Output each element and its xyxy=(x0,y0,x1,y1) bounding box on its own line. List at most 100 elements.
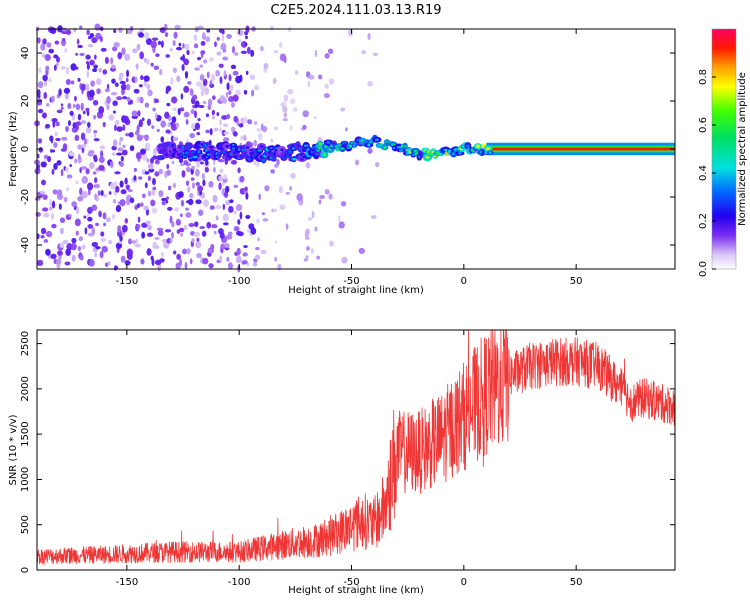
spectrogram-cell xyxy=(43,212,50,218)
spectrogram-cell xyxy=(94,23,101,31)
spectrogram-cell xyxy=(144,134,149,141)
spectrogram-cell xyxy=(264,185,270,192)
spectrogram-cell xyxy=(243,134,247,141)
spectrogram-cell xyxy=(77,77,81,82)
spectrogram-cell xyxy=(131,240,137,244)
spectrogram-track-point xyxy=(232,143,235,147)
spectrogram-track-point xyxy=(374,138,380,142)
spectrogram-cell xyxy=(358,247,366,254)
spectrogram-track-point xyxy=(245,146,250,149)
spectrogram-track-point xyxy=(457,152,462,155)
spectrogram-cell xyxy=(158,40,162,46)
spectrogram-cell xyxy=(116,152,123,156)
spectrogram-cell xyxy=(140,148,146,155)
spectrogram-cell xyxy=(37,37,41,44)
spectrogram-cell xyxy=(144,142,151,151)
spectrogram-cell xyxy=(194,100,200,108)
spectrogram-cell xyxy=(56,109,63,114)
spectrogram-cell xyxy=(212,95,216,100)
spectrogram-cell xyxy=(49,149,53,153)
spectrogram-cell xyxy=(324,189,330,195)
spectrogram-cell xyxy=(36,259,44,267)
spectrogram-cell xyxy=(225,234,233,240)
spectrogram-cell xyxy=(231,45,236,54)
spectrogram-cell xyxy=(60,168,64,177)
spectrogram-cell xyxy=(75,66,79,70)
spectrogram-cell xyxy=(196,132,201,136)
spectrogram-cell xyxy=(306,246,310,251)
spectrogram-cell xyxy=(106,83,110,90)
spectrogram-cell xyxy=(106,95,111,104)
spectrogram-cell xyxy=(159,69,163,76)
spectrogram-cell xyxy=(150,255,154,261)
spectrogram-cell xyxy=(42,207,49,212)
spectrogram-cell xyxy=(70,243,77,251)
spectrogram-cell xyxy=(72,104,76,108)
spectrogram-cell xyxy=(211,115,215,120)
snr-y-ticks: 0 500 1000 1500 2000 2500 xyxy=(20,331,675,573)
spectrogram-cell xyxy=(239,175,245,183)
spectrogram-cell xyxy=(45,248,51,256)
spectrogram-cell xyxy=(215,215,219,221)
spectrogram-cell xyxy=(230,84,234,92)
spectrogram-cell xyxy=(43,239,49,243)
spectrogram-cell xyxy=(119,136,124,142)
spectrogram-cell xyxy=(100,47,107,52)
spectrogram-cell xyxy=(165,129,171,134)
spectrogram-cell xyxy=(282,118,289,122)
snr-xtick-label: 0 xyxy=(461,577,467,588)
spectrogram-cell xyxy=(123,115,130,124)
spectrogram-x-ticks: -150 -100 -50 0 50 xyxy=(116,29,583,287)
spectrogram-cell xyxy=(223,191,229,198)
spectrogram-cell xyxy=(146,118,152,126)
spectrogram-cell xyxy=(278,185,283,194)
spectrogram-cell xyxy=(100,231,105,237)
spectrogram-cell xyxy=(40,234,45,239)
spectrogram-cell xyxy=(290,172,296,179)
spectrogram-cell xyxy=(262,218,269,222)
spectrogram-cell xyxy=(169,238,173,243)
spectrogram-cell xyxy=(224,247,230,251)
spectrogram-cell xyxy=(194,67,200,71)
spectrogram-cell xyxy=(77,144,82,150)
spectrogram-cell xyxy=(194,122,201,130)
spectrogram-cell xyxy=(152,147,158,156)
spectrogram-cell xyxy=(93,64,98,69)
spectrogram-track-point xyxy=(188,157,194,160)
spectrogram-cell xyxy=(197,185,204,192)
spectrogram-cell xyxy=(178,42,182,47)
spectrogram-cell xyxy=(164,111,170,119)
spectrogram-cell xyxy=(98,67,102,73)
spectrogram-cell xyxy=(112,110,116,114)
spectrogram-cell xyxy=(254,85,260,91)
spectrogram-cell xyxy=(172,40,176,47)
spectrogram-cell xyxy=(112,46,118,52)
spectrogram-track-point xyxy=(296,143,300,147)
spectrogram-cell xyxy=(92,68,98,73)
spectrogram-cell xyxy=(361,50,367,55)
spectrogram-cell xyxy=(120,83,127,91)
spectrogram-cell xyxy=(144,182,148,189)
spectrogram-cell xyxy=(124,260,131,266)
spectrogram-cell xyxy=(110,91,118,96)
spectrogram-cell xyxy=(220,243,226,250)
spectrogram-cell xyxy=(166,169,171,176)
spectrogram-cell xyxy=(88,259,95,267)
spectrogram-cell xyxy=(203,59,208,64)
spectrogram-cell xyxy=(65,166,69,173)
spectrogram-cell xyxy=(161,251,164,258)
spectrogram-cell xyxy=(79,52,85,56)
spectrogram-cell xyxy=(58,203,62,210)
spectrogram-cell xyxy=(89,59,95,66)
spectrogram-cell xyxy=(328,78,335,85)
spectrogram-cell xyxy=(185,207,190,211)
spectrogram-cell xyxy=(189,258,193,265)
spectrogram-cell xyxy=(158,168,164,175)
spectrogram-cell xyxy=(133,175,137,181)
spectrogram-track-point xyxy=(203,143,207,148)
spectrogram-cell xyxy=(70,63,77,71)
spectrogram-cell xyxy=(185,180,190,186)
spectrogram-cell xyxy=(283,55,287,64)
spectrogram-cell xyxy=(114,119,120,126)
spectrogram-cell xyxy=(55,121,60,127)
